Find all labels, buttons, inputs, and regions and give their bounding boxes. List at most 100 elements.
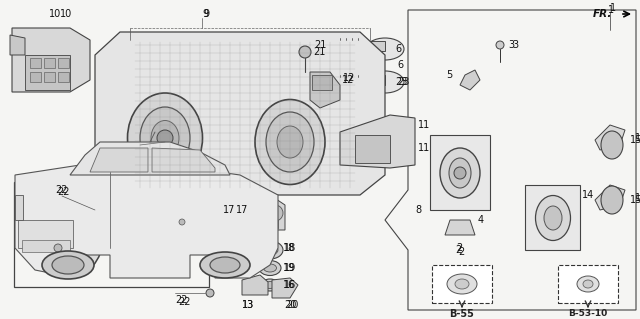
Circle shape: [454, 167, 466, 179]
Polygon shape: [10, 35, 25, 55]
Text: 5: 5: [445, 70, 452, 80]
Text: 15: 15: [630, 135, 640, 145]
Text: 13: 13: [242, 300, 254, 310]
Circle shape: [206, 289, 214, 297]
Text: 19: 19: [283, 263, 295, 273]
Polygon shape: [70, 142, 230, 175]
Ellipse shape: [366, 38, 404, 60]
Ellipse shape: [449, 158, 471, 188]
Ellipse shape: [277, 126, 303, 158]
Polygon shape: [15, 165, 278, 278]
Text: 12: 12: [342, 75, 355, 85]
Text: 23: 23: [395, 77, 408, 87]
Text: 15: 15: [630, 195, 640, 205]
Bar: [58, 72, 69, 82]
Polygon shape: [330, 75, 365, 87]
Ellipse shape: [52, 256, 84, 274]
Polygon shape: [152, 148, 215, 172]
Polygon shape: [242, 195, 285, 230]
Ellipse shape: [440, 148, 480, 198]
Circle shape: [157, 130, 173, 146]
Text: 18: 18: [283, 243, 295, 253]
Bar: [44, 72, 55, 82]
Text: 22: 22: [175, 295, 188, 305]
Text: 6: 6: [395, 44, 401, 54]
Text: 15: 15: [635, 193, 640, 203]
Ellipse shape: [366, 71, 404, 93]
Polygon shape: [340, 115, 415, 168]
Text: 16: 16: [284, 280, 296, 290]
Ellipse shape: [210, 257, 240, 273]
Circle shape: [96, 206, 104, 214]
Text: 22: 22: [57, 187, 69, 197]
Bar: [355, 135, 390, 163]
Bar: [248, 220, 278, 228]
Ellipse shape: [140, 107, 190, 169]
Polygon shape: [445, 220, 475, 235]
Ellipse shape: [536, 196, 570, 241]
Circle shape: [54, 244, 62, 252]
Bar: [430, 135, 490, 210]
Ellipse shape: [601, 186, 623, 214]
Text: 22: 22: [178, 297, 191, 307]
Ellipse shape: [259, 261, 281, 276]
Text: 2: 2: [455, 245, 461, 255]
Circle shape: [247, 205, 263, 221]
Text: 8: 8: [416, 205, 422, 215]
Text: 9: 9: [203, 9, 209, 19]
Polygon shape: [460, 70, 480, 90]
Ellipse shape: [136, 224, 160, 252]
Bar: [558, 265, 618, 303]
Polygon shape: [595, 185, 625, 210]
Polygon shape: [12, 28, 90, 92]
Polygon shape: [272, 278, 298, 298]
Circle shape: [299, 46, 311, 58]
Text: 1: 1: [608, 5, 614, 15]
Text: 2: 2: [456, 243, 462, 253]
Text: 1: 1: [610, 3, 616, 13]
Ellipse shape: [261, 279, 279, 291]
Ellipse shape: [31, 198, 103, 278]
Ellipse shape: [266, 112, 314, 172]
Ellipse shape: [42, 251, 94, 279]
Text: 11: 11: [418, 143, 430, 153]
Text: 11: 11: [418, 120, 430, 130]
Ellipse shape: [601, 131, 623, 159]
Ellipse shape: [583, 280, 593, 288]
Bar: [30, 58, 41, 68]
Ellipse shape: [53, 222, 81, 254]
Bar: [44, 58, 55, 68]
Ellipse shape: [265, 281, 275, 288]
Ellipse shape: [42, 210, 92, 266]
Text: 16: 16: [283, 280, 295, 290]
Text: 10: 10: [49, 9, 61, 19]
Polygon shape: [242, 275, 268, 295]
Text: 4: 4: [478, 215, 484, 225]
Ellipse shape: [577, 276, 599, 292]
Circle shape: [267, 205, 283, 221]
Bar: [25, 55, 70, 90]
Bar: [371, 41, 385, 51]
Polygon shape: [310, 72, 340, 108]
Bar: [312, 75, 332, 90]
Bar: [432, 265, 492, 303]
Ellipse shape: [257, 241, 283, 259]
Text: 12: 12: [343, 73, 355, 83]
Ellipse shape: [264, 264, 276, 272]
Text: 3: 3: [512, 40, 518, 50]
Polygon shape: [330, 38, 365, 52]
Ellipse shape: [544, 206, 562, 230]
Polygon shape: [90, 148, 148, 172]
Text: 15: 15: [635, 133, 640, 143]
Text: 14: 14: [582, 190, 595, 200]
Text: 9: 9: [202, 9, 208, 19]
Circle shape: [496, 41, 504, 49]
Ellipse shape: [151, 121, 179, 155]
Text: 20: 20: [286, 300, 298, 310]
Text: 17: 17: [223, 205, 235, 215]
Bar: [14, 182, 209, 287]
Bar: [30, 72, 41, 82]
Text: 21: 21: [313, 47, 325, 57]
Text: FR.: FR.: [593, 9, 612, 19]
Text: 18: 18: [284, 243, 296, 253]
